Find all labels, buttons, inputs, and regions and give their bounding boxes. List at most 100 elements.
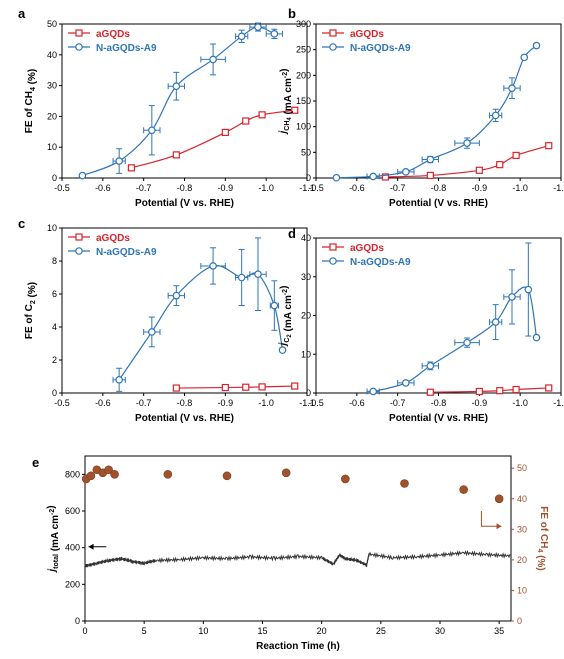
x-tick-label: -0.7 [390,183,406,193]
x-tick-label: 10 [198,626,208,636]
y-tick-label: 2 [52,355,57,365]
data-point [508,293,516,301]
y-tick-label: 100 [296,122,311,132]
data-point [172,384,180,392]
data-point [426,388,434,396]
data-point [459,485,468,494]
legend-marker [75,43,83,51]
y-tick-label: 6 [52,289,57,299]
data-point [524,285,533,294]
panel-d: d-0.5-0.6-0.7-0.8-0.9-1.0-1.1010203040Po… [278,226,564,424]
y-tick-label: 300 [296,19,311,29]
y2-axis-label: FE of CH4 (%) [535,506,549,570]
data-point [127,164,136,172]
x-tick-label: -1.0 [258,398,274,408]
y-axis-label: jC2 (mA cm-2) [278,286,294,348]
y-axis-label: jCH4 (mA cm-2) [278,69,294,136]
panel-letter: e [32,455,39,470]
y-tick-label: 0 [75,616,80,626]
x-tick-label: -0.6 [95,398,111,408]
y-axis-label: FE of CH4 (%) [24,69,38,133]
data-point [491,111,500,120]
data-point [400,479,409,488]
data-point [532,41,541,50]
x-tick-label: -0.8 [431,183,447,193]
y-tick-label: 0 [52,173,57,183]
series-fe-of-ch4 [81,465,504,504]
data-point [369,387,377,396]
y-tick-label: 10 [47,223,57,233]
x-tick-label: -0.9 [218,183,234,193]
y-tick-label: 8 [52,256,57,266]
series-n-agqds-a9 [366,242,541,396]
x-tick-label: 5 [142,626,147,636]
data-point [242,117,250,125]
x-tick-label: -1.0 [258,183,274,193]
x-tick-label: -0.8 [177,398,193,408]
data-point [270,301,279,310]
y-tick-label: 20 [47,111,57,121]
axis-arrows [88,511,502,550]
data-point [258,383,266,391]
x-tick-label: -1.0 [512,183,528,193]
data-point [332,173,341,182]
legend-marker [329,257,337,265]
legend-marker [75,29,83,37]
y2-tick-label: 0 [517,616,522,626]
y2-tick-label: 20 [517,555,527,565]
x-tick-label: 20 [317,626,327,636]
data-point [278,346,287,354]
y-tick-label: 600 [65,506,80,516]
y-tick-label: 10 [301,349,311,359]
y-tick-label: 0 [306,388,311,398]
data-point [291,382,299,390]
x-tick-label: -1.1 [553,183,564,193]
y-tick-label: 30 [301,272,311,282]
x-axis-label: Potential (V vs. RHE) [389,413,488,424]
data-point [163,470,173,479]
legend-label: N-aGQDs-A9 [350,257,411,268]
panel-letter: b [288,6,296,21]
legend: aGQDs N-aGQDs-A9 [68,29,157,54]
data-point [172,291,181,300]
x-tick-label: -1.1 [299,183,315,193]
x-tick-label: -0.8 [177,183,193,193]
y-axis-label: jtotal (mA cm-2) [46,505,61,573]
x-tick-label: -1.1 [553,398,564,408]
data-point [172,82,181,91]
x-tick-label: 35 [494,626,504,636]
y-tick-label: 0 [52,388,57,398]
x-tick-label: -0.5 [54,183,70,193]
y-tick-label: 0 [306,173,311,183]
y2-tick-label: 10 [517,585,527,595]
data-point [496,387,504,395]
y2-tick-label: 50 [517,463,527,473]
data-point [209,262,217,270]
x-tick-label: 15 [257,626,267,636]
data-point [258,111,266,119]
legend: aGQDs N-aGQDs-A9 [322,243,411,268]
data-point [532,333,541,342]
data-point [221,128,229,137]
x-tick-label: -1.1 [299,398,315,408]
x-axis-label: Reaction Time (h) [256,641,340,652]
data-point [148,126,156,135]
data-point [104,465,113,475]
x-tick-label: -0.7 [136,183,152,193]
y2-tick-label: 40 [517,494,527,504]
data-point [463,338,471,347]
x-tick-label: 25 [376,626,386,636]
x-tick-label: -0.6 [95,183,111,193]
left-axis-arrowhead [88,543,94,550]
y-tick-label: 200 [65,579,80,589]
x-tick-label: -0.5 [54,398,70,408]
legend: aGQDs N-aGQDs-A9 [68,233,157,258]
y-tick-label: 4 [52,322,57,332]
panel-a: a-0.5 -0.6 -0.7 -0.8 -0.9 -1.0 -1.101020304050… [18,6,315,209]
x-axis-label: Potential (V vs. RHE) [135,198,234,209]
data-point [209,55,217,64]
data-point [463,139,471,147]
y-tick-label: 200 [296,70,311,80]
panel-c: c-0.5 -0.6 -0.7 -0.8 -0.9 -1.0 -1.10246810Pote… [18,216,315,424]
series-n-agqds-a9 [78,22,283,180]
